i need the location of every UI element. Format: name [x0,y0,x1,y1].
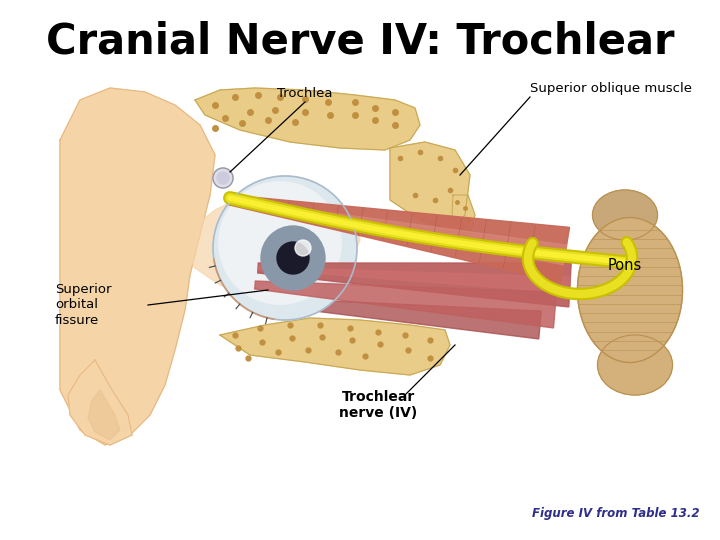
Polygon shape [220,318,450,375]
Polygon shape [452,195,475,235]
Circle shape [213,176,357,320]
Ellipse shape [598,335,672,395]
Polygon shape [258,263,571,307]
Text: Trochlea: Trochlea [277,87,333,100]
Polygon shape [88,390,120,440]
Circle shape [213,168,233,188]
Polygon shape [255,281,557,328]
Text: Superior oblique muscle: Superior oblique muscle [530,82,692,95]
Polygon shape [195,88,420,150]
Polygon shape [68,360,132,445]
Ellipse shape [593,190,657,240]
Circle shape [261,226,325,290]
Circle shape [217,172,229,184]
Text: Cranial Nerve IV: Trochlear: Cranial Nerve IV: Trochlear [46,21,674,63]
Text: Figure IV from Table 13.2: Figure IV from Table 13.2 [533,507,700,520]
Circle shape [295,240,311,256]
Polygon shape [258,267,570,293]
Polygon shape [60,88,215,445]
Ellipse shape [577,218,683,362]
Polygon shape [390,142,470,230]
Text: Pons: Pons [608,258,642,273]
Polygon shape [185,196,360,305]
Polygon shape [250,297,541,339]
Text: Superior
orbital
fissure: Superior orbital fissure [55,284,112,327]
Polygon shape [230,199,567,265]
Circle shape [277,242,309,274]
Circle shape [219,182,341,304]
Polygon shape [229,195,570,282]
Text: Trochlear
nerve (IV): Trochlear nerve (IV) [339,390,417,420]
